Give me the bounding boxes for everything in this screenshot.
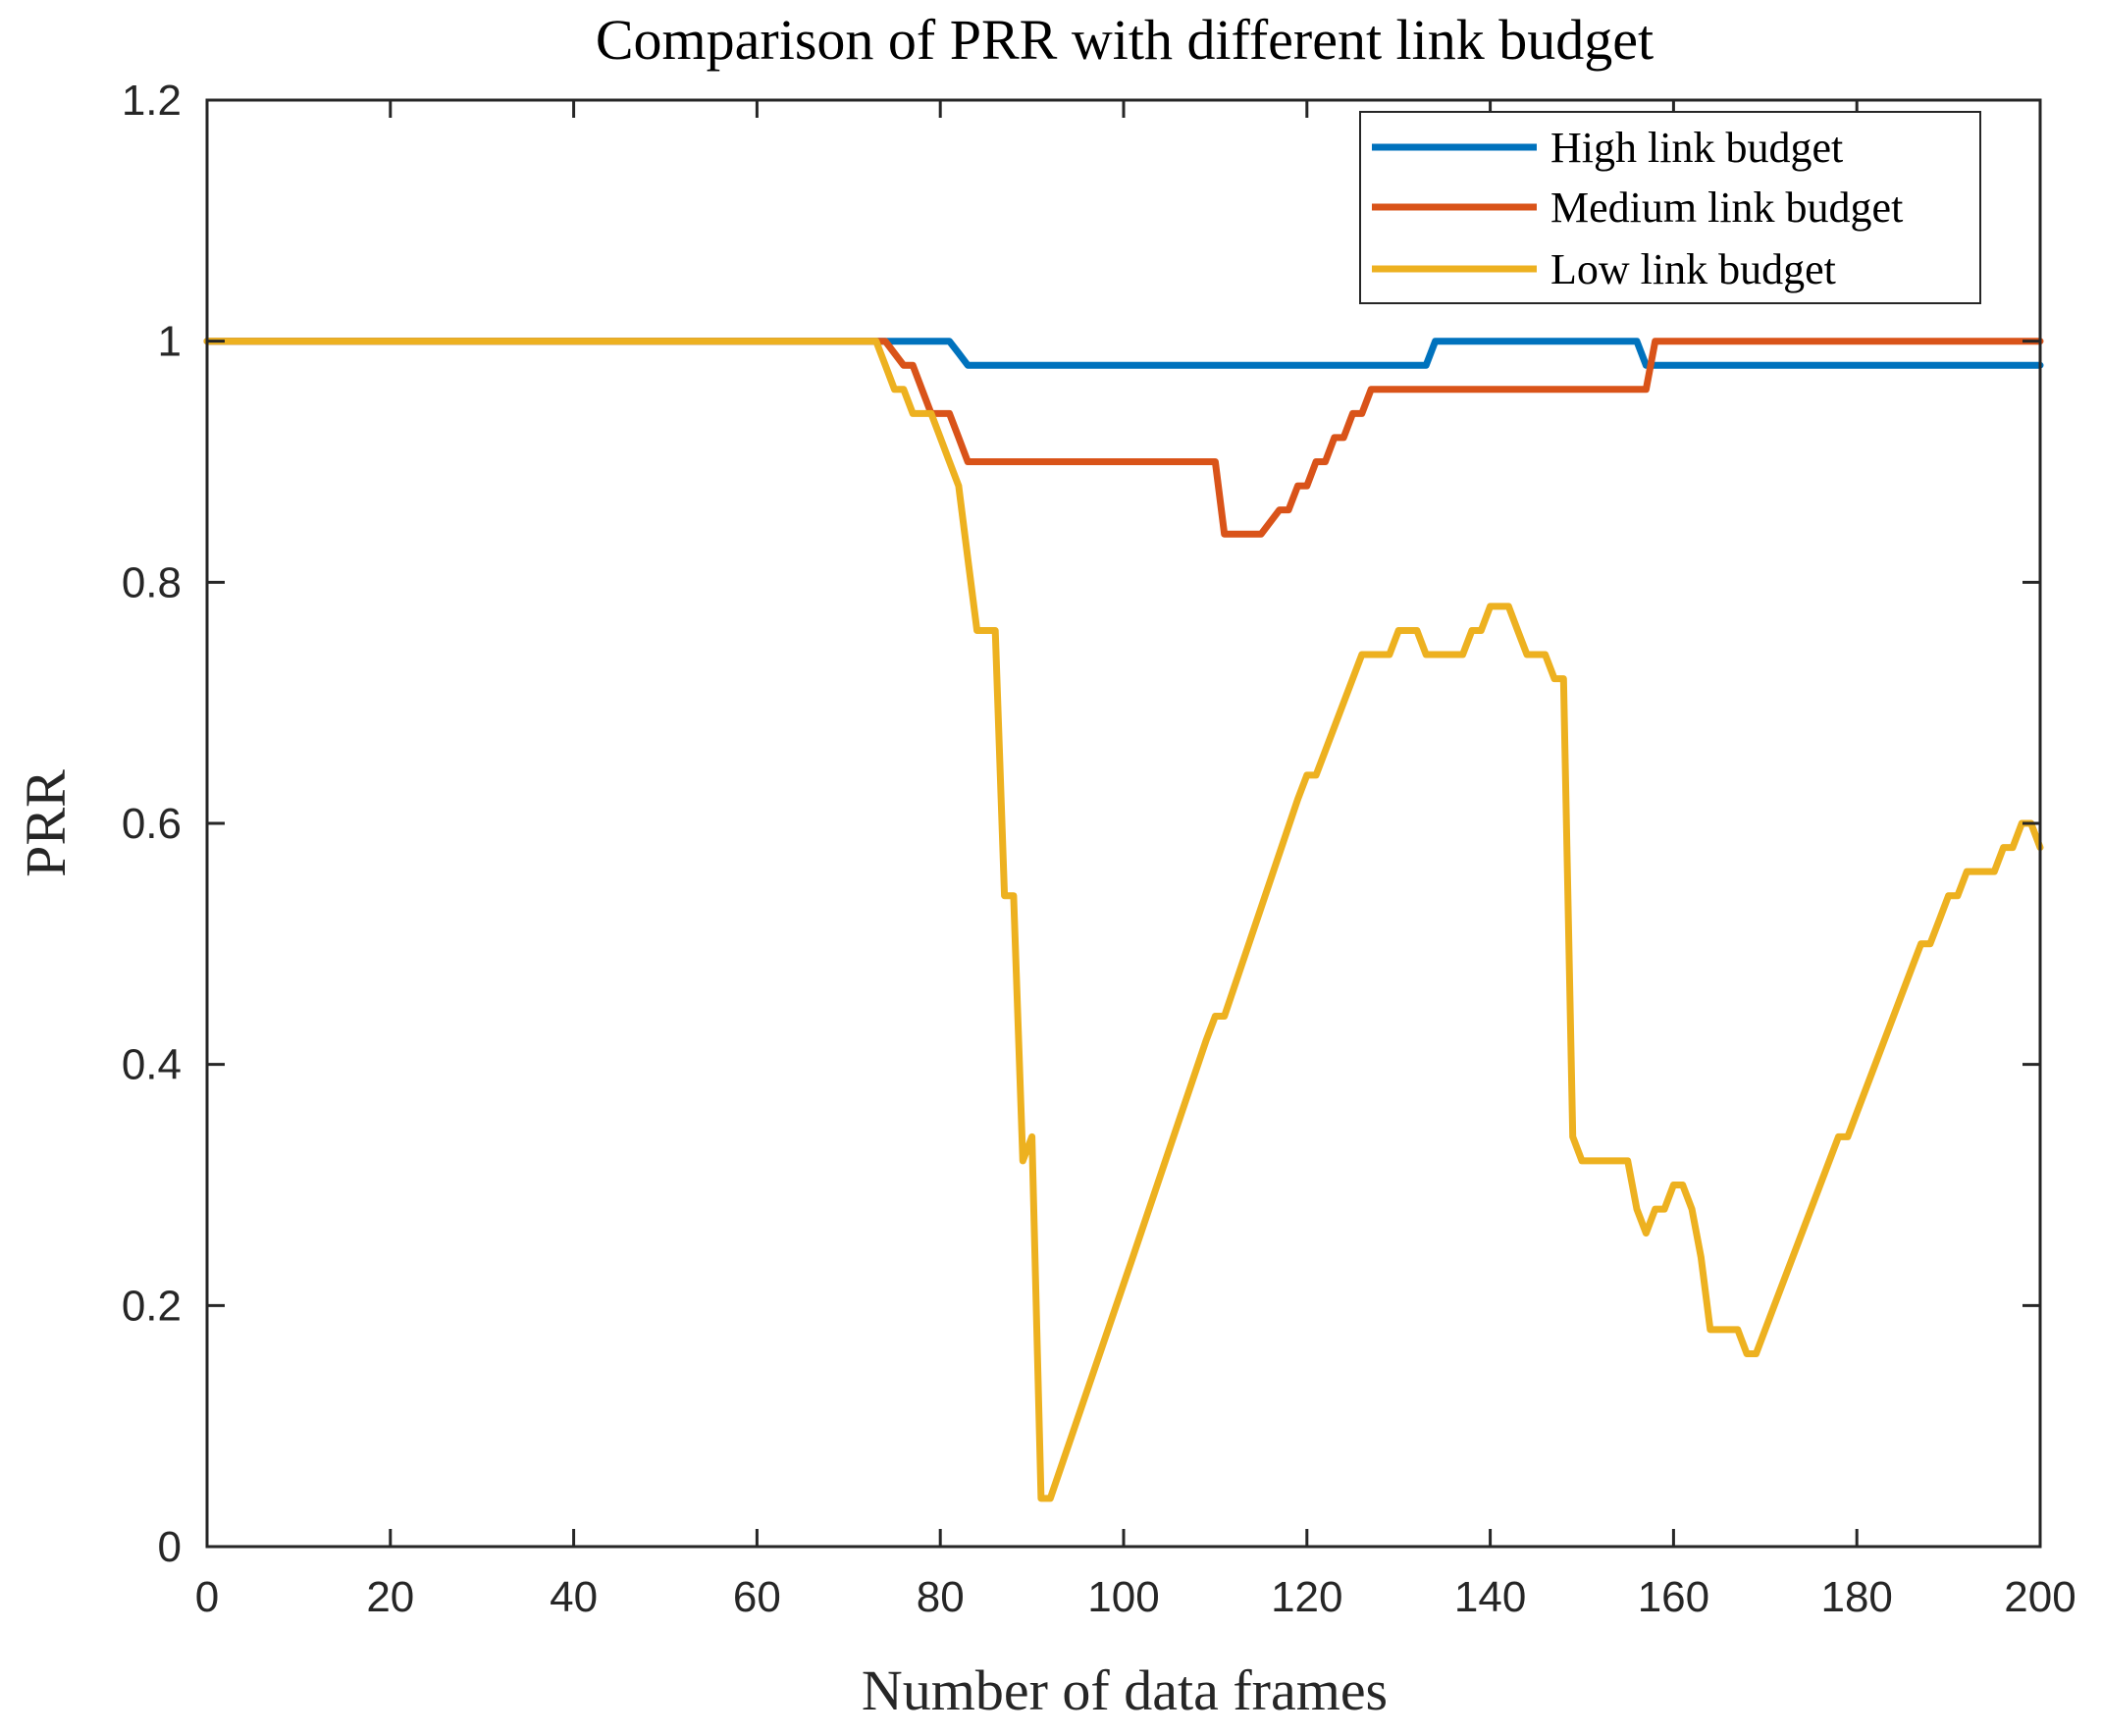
series-line-low bbox=[203, 338, 2044, 1502]
y-tick-label: 1 bbox=[158, 318, 182, 366]
x-tick-label: 180 bbox=[1820, 1573, 1892, 1621]
y-tick-label: 1.2 bbox=[122, 77, 182, 125]
x-tick-label: 40 bbox=[550, 1573, 598, 1621]
legend: High link budget Medium link budget Low … bbox=[1359, 111, 1981, 304]
x-tick-label: 140 bbox=[1454, 1573, 1526, 1621]
y-axis-label: PRR bbox=[14, 769, 78, 877]
x-tick-label: 100 bbox=[1087, 1573, 1159, 1621]
series-layer bbox=[203, 338, 2044, 1502]
y-tick-label: 0.4 bbox=[122, 1041, 182, 1089]
y-tick-label: 0 bbox=[158, 1523, 182, 1571]
x-tick-label: 60 bbox=[733, 1573, 781, 1621]
series-line-medium bbox=[203, 338, 2044, 538]
x-tick-label: 120 bbox=[1271, 1573, 1342, 1621]
legend-label-low: Low link budget bbox=[1550, 245, 1836, 293]
x-tick-label: 80 bbox=[917, 1573, 965, 1621]
x-tick-labels: 0 20 40 60 80 100 120 140 160 180 200 bbox=[195, 1573, 2076, 1621]
x-axis-label: Number of data frames bbox=[862, 1658, 1388, 1722]
y-tick-label: 0.6 bbox=[122, 800, 182, 848]
chart-title: Comparison of PRR with different link bu… bbox=[596, 8, 1654, 72]
x-tick-label: 200 bbox=[2004, 1573, 2075, 1621]
tick-marks bbox=[205, 98, 2042, 1549]
y-tick-labels: 0 0.2 0.4 0.6 0.8 1 1.2 bbox=[122, 77, 182, 1571]
legend-label-high: High link budget bbox=[1550, 124, 1843, 172]
x-tick-label: 160 bbox=[1638, 1573, 1709, 1621]
y-tick-label: 0.2 bbox=[122, 1282, 182, 1330]
x-tick-label: 20 bbox=[366, 1573, 414, 1621]
x-tick-label: 0 bbox=[195, 1573, 219, 1621]
series-line-high bbox=[203, 338, 2044, 369]
y-tick-label: 0.8 bbox=[122, 558, 182, 606]
axes-box bbox=[205, 98, 2042, 1549]
legend-label-medium: Medium link budget bbox=[1550, 184, 1903, 232]
